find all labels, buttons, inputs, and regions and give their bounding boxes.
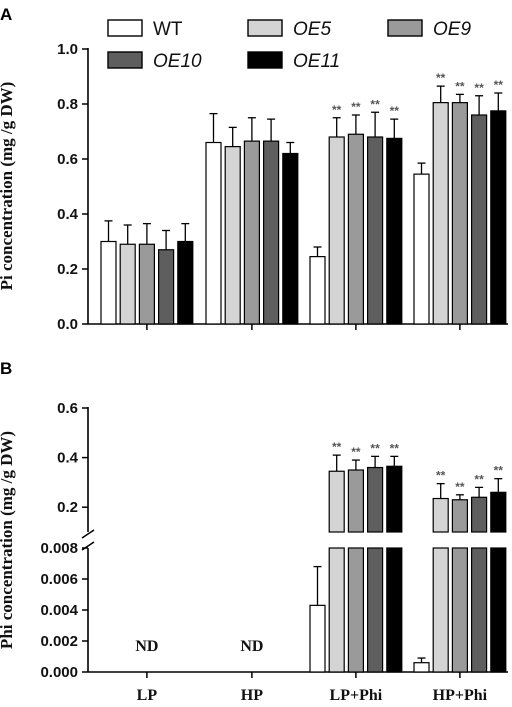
a-bar-oe11-3 xyxy=(490,110,507,325)
b-bar-upper-oe10-2 xyxy=(367,466,384,533)
legend-label-oe5: OE5 xyxy=(293,19,331,40)
nd-annotation: ND xyxy=(240,638,263,655)
a-ytick-label: 0.2 xyxy=(57,261,78,278)
b-sig-oe9-3: ** xyxy=(455,480,465,494)
a-bar-oe5-1 xyxy=(224,146,241,325)
a-sig-oe10-3: ** xyxy=(474,81,484,95)
b-sig-oe11-3: ** xyxy=(494,464,504,478)
a-ytick-label: 0.4 xyxy=(57,206,79,223)
legend-label-oe10: OE10 xyxy=(153,51,202,72)
b-bar-lower-oe11-2 xyxy=(386,547,403,673)
a-bar-oe11-1 xyxy=(282,152,299,325)
a-sig-oe9-2: ** xyxy=(351,100,361,114)
nd-annotation: ND xyxy=(135,638,158,655)
b-ytick-label: 0.008 xyxy=(40,540,78,557)
b-sig-oe11-2: ** xyxy=(390,441,400,455)
b-bar-lower-oe10-2 xyxy=(367,547,384,673)
a-bar-oe9-0 xyxy=(138,243,155,325)
b-bar-upper-oe10-3 xyxy=(471,496,488,533)
a-sig-oe11-3: ** xyxy=(494,78,504,92)
a-bar-oe5-3 xyxy=(432,102,449,325)
b-bar-wt-3 xyxy=(413,662,430,673)
b-ytick-label: 0.002 xyxy=(40,633,78,650)
a-bar-oe10-2 xyxy=(367,136,384,325)
a-sig-oe11-2: ** xyxy=(390,104,400,118)
b-sig-oe10-3: ** xyxy=(474,472,484,486)
legend-swatch-oe5 xyxy=(247,19,283,37)
a-sig-oe5-2: ** xyxy=(332,103,342,117)
b-sig-oe9-2: ** xyxy=(351,445,361,459)
b-y-axis-title: Phi concentration (mg /g DW) xyxy=(0,431,16,649)
legend-swatch-oe10 xyxy=(107,51,143,69)
a-bar-oe10-3 xyxy=(471,114,488,325)
x-category-label: LP+Phi xyxy=(330,687,383,704)
panel-b-chart: 0.000 0.002 0.004 0.006 0.008 0.2 0.4 0.6 Phi co… xyxy=(0,400,508,704)
b-sig-oe5-2: ** xyxy=(332,440,342,454)
a-bar-oe11-2 xyxy=(386,137,403,325)
panel-a-chart: 0.0 0.2 0.4 0.6 0.8 1.0 Pi concentration (mg /… xyxy=(0,41,508,333)
panel-a-label: A xyxy=(0,5,12,24)
a-bar-wt-0 xyxy=(100,240,117,325)
b-ytick-label: 0.006 xyxy=(40,571,78,588)
a-y-axis-title: Pi concentration (mg /g DW) xyxy=(0,82,16,291)
x-category-label: HP+Phi xyxy=(433,687,488,704)
b-bar-lower-oe9-2 xyxy=(347,547,364,673)
legend-swatch-wt xyxy=(107,19,143,37)
b-bar-upper-oe11-3 xyxy=(490,491,507,533)
a-bar-oe10-1 xyxy=(263,140,280,325)
b-ytick-label: 0.000 xyxy=(40,664,78,681)
legend-label-oe11: OE11 xyxy=(293,51,340,72)
legend: WT OE5 OE9 OE10 OE11 xyxy=(107,19,471,72)
b-ytick-label: 0.6 xyxy=(57,400,78,417)
a-bar-oe9-1 xyxy=(243,140,260,325)
b-bar-upper-oe11-2 xyxy=(386,465,403,533)
a-bar-oe5-0 xyxy=(119,243,136,325)
b-ytick-label: 0.4 xyxy=(57,450,79,467)
a-sig-oe10-2: ** xyxy=(370,97,380,111)
a-ytick-label: 0.6 xyxy=(57,151,78,168)
a-bar-wt-1 xyxy=(205,141,222,325)
b-sig-oe5-3: ** xyxy=(436,469,446,483)
b-bar-wt-2 xyxy=(309,604,326,673)
legend-label-wt: WT xyxy=(153,19,183,40)
b-bar-upper-oe5-2 xyxy=(328,470,345,533)
a-bar-wt-3 xyxy=(413,173,430,325)
panel-b-label: B xyxy=(0,359,12,378)
a-sig-oe5-3: ** xyxy=(436,71,446,85)
x-category-label: HP xyxy=(241,687,263,704)
a-bar-oe9-2 xyxy=(347,133,364,325)
a-ytick-label: 0.8 xyxy=(57,96,78,113)
b-bar-lower-oe11-3 xyxy=(490,547,507,673)
a-bar-oe11-0 xyxy=(177,240,194,325)
b-ytick-label: 0.2 xyxy=(57,499,78,516)
b-axis-break-mark xyxy=(81,529,95,539)
legend-label-oe9: OE9 xyxy=(433,19,471,40)
legend-swatch-oe11 xyxy=(247,51,283,69)
b-bar-upper-oe5-3 xyxy=(432,497,449,533)
a-bar-oe10-0 xyxy=(158,249,175,325)
x-category-label: LP xyxy=(137,687,158,704)
b-ytick-label: 0.004 xyxy=(40,602,78,619)
legend-swatch-oe9 xyxy=(387,19,423,37)
a-sig-oe9-3: ** xyxy=(455,79,465,93)
b-bar-lower-oe10-3 xyxy=(471,547,488,673)
a-bar-wt-2 xyxy=(309,256,326,325)
b-sig-oe10-2: ** xyxy=(370,441,380,455)
a-ytick-label: 1.0 xyxy=(57,41,78,58)
a-bar-oe5-2 xyxy=(328,136,345,325)
b-bar-upper-oe9-2 xyxy=(347,469,364,533)
b-bar-lower-oe5-3 xyxy=(432,547,449,673)
a-bar-oe9-3 xyxy=(451,102,468,325)
b-bar-lower-oe5-2 xyxy=(328,547,345,673)
b-bar-lower-oe9-3 xyxy=(451,547,468,673)
a-ytick-label: 0.0 xyxy=(57,316,78,333)
b-bar-upper-oe9-3 xyxy=(451,499,468,533)
